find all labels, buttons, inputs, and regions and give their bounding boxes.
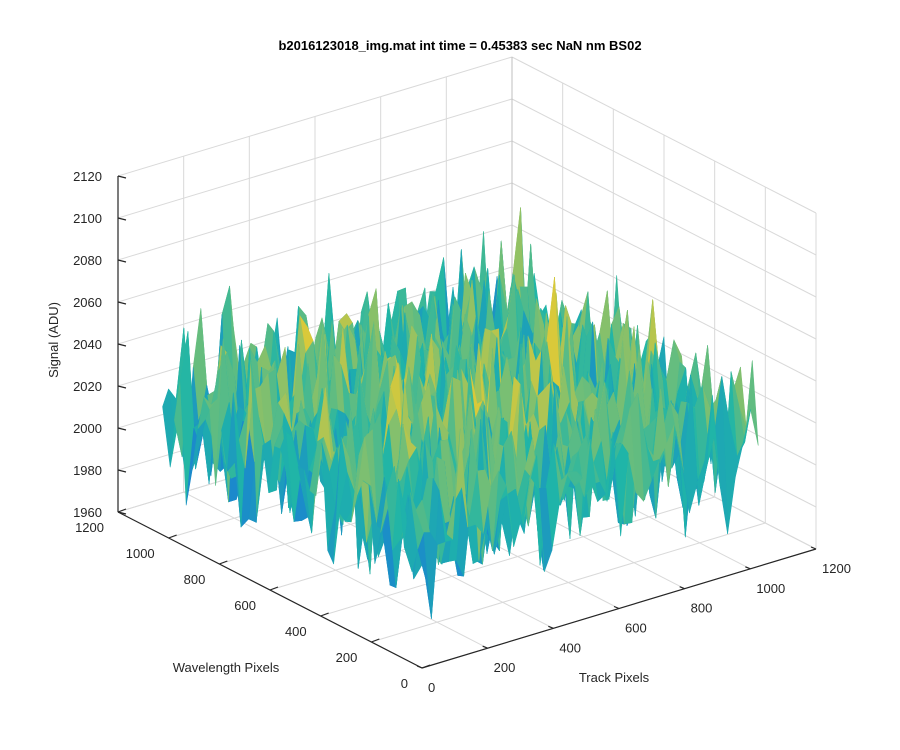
y-tick-mark bbox=[371, 638, 380, 643]
grid-line bbox=[511, 224, 817, 382]
y-tick-mark bbox=[269, 586, 279, 591]
z-tick-mark bbox=[117, 469, 127, 473]
grid-line bbox=[320, 496, 715, 617]
z-axis-label: Signal (ADU) bbox=[46, 302, 61, 378]
y-tick-mark bbox=[168, 534, 177, 539]
z-tick-label: 2040 bbox=[73, 337, 102, 352]
x-tick-label: 800 bbox=[691, 601, 713, 616]
z-tick-label: 2000 bbox=[73, 421, 102, 436]
y-tick-label: 400 bbox=[285, 624, 307, 639]
x-tick-label: 1200 bbox=[822, 561, 851, 576]
z-tick-label: 2060 bbox=[73, 295, 102, 310]
surface-plot bbox=[162, 207, 759, 619]
x-tick-label: 400 bbox=[559, 640, 581, 655]
y-tick-label: 200 bbox=[336, 650, 358, 665]
z-tick-label: 1960 bbox=[73, 505, 102, 520]
y-tick-mark bbox=[320, 612, 329, 617]
x-tick-label: 600 bbox=[625, 621, 647, 636]
grid-line bbox=[117, 56, 513, 177]
x-tick-mark bbox=[679, 586, 685, 590]
x-axis-label: Track Pixels bbox=[579, 670, 650, 685]
x-tick-mark bbox=[745, 566, 751, 570]
z-tick-mark bbox=[117, 511, 127, 515]
x-tick-label: 1000 bbox=[756, 581, 785, 596]
grid-line bbox=[511, 56, 817, 214]
grid-line bbox=[511, 182, 817, 340]
axes bbox=[117, 175, 817, 669]
x-tick-mark bbox=[482, 645, 488, 649]
grid-line bbox=[117, 182, 513, 303]
x-tick-mark bbox=[613, 605, 620, 610]
z-tick-mark bbox=[117, 385, 127, 389]
z-tick-label: 2020 bbox=[73, 379, 102, 394]
y-tick-label: 1200 bbox=[75, 520, 104, 535]
y-tick-label: 800 bbox=[184, 572, 206, 587]
y-tick-mark bbox=[219, 560, 228, 565]
x-tick-label: 0 bbox=[428, 680, 435, 695]
y-tick-mark bbox=[421, 664, 431, 669]
z-tick-mark bbox=[117, 217, 127, 221]
surface-mesh bbox=[162, 207, 759, 619]
z-tick-label: 2100 bbox=[73, 211, 102, 226]
z-tick-mark bbox=[117, 427, 127, 431]
x-tick-label: 200 bbox=[494, 660, 516, 675]
surface-facet bbox=[415, 499, 430, 533]
z-tick-mark bbox=[117, 301, 127, 305]
grid-line bbox=[117, 98, 513, 219]
y-axis-label: Wavelength Pixels bbox=[173, 660, 280, 675]
z-tick-label: 2120 bbox=[73, 169, 102, 184]
tick-labels: 0 200 400 600 800 1000 1200 0 200 400 600 800 1000 12… bbox=[73, 169, 851, 695]
z-tick-mark bbox=[117, 259, 127, 263]
z-tick-label: 2080 bbox=[73, 253, 102, 268]
x-tick-mark bbox=[416, 665, 423, 669]
x-tick-mark bbox=[548, 625, 554, 629]
z-tick-mark bbox=[117, 343, 127, 347]
y-tick-label: 600 bbox=[234, 598, 256, 613]
grid-line bbox=[511, 98, 817, 256]
grid-line bbox=[511, 140, 817, 298]
grid-line bbox=[117, 140, 513, 261]
grid-line bbox=[117, 224, 513, 345]
y-tick-mark bbox=[117, 508, 127, 513]
y-tick-label: 0 bbox=[401, 676, 408, 691]
z-tick-mark bbox=[117, 175, 127, 179]
y-tick-label: 1000 bbox=[126, 546, 155, 561]
chart-title: b2016123018_img.mat int time = 0.45383 s… bbox=[278, 38, 641, 53]
grid-line bbox=[371, 522, 766, 643]
x-tick-mark bbox=[810, 546, 817, 550]
z-tick-label: 1980 bbox=[73, 463, 102, 478]
